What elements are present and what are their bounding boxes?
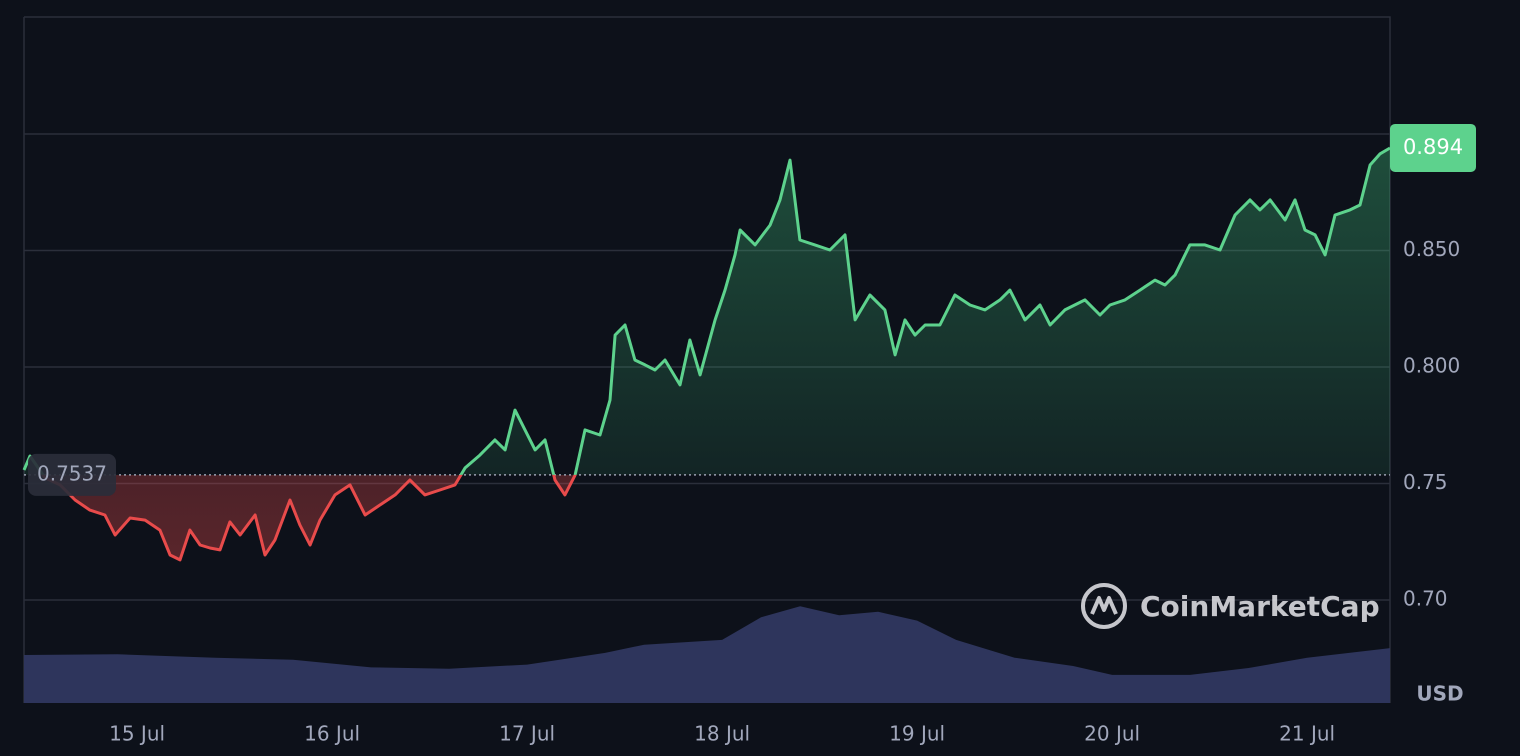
area-up [24,148,1390,475]
x-tick-label: 17 Jul [499,722,555,746]
last-price-box [1390,123,1476,172]
area-down [43,474,576,560]
last-price-label: 0.894 [1403,135,1463,159]
watermark-text: CoinMarketCap [1140,590,1380,623]
x-tick-label: 18 Jul [694,722,750,746]
y-tick-label: 0.75 [1403,470,1448,494]
price-line-up [22,146,1391,475]
watermark-logo-mark [1090,596,1118,615]
y-tick-label: 0.800 [1403,353,1460,377]
plot [22,146,1391,562]
unit-label: USD [1416,682,1463,706]
x-tick-label: 15 Jul [109,722,165,746]
volume-layer [24,606,1390,703]
volume-area [24,606,1390,703]
price-line-down [41,474,577,562]
x-tick-label: 20 Jul [1084,722,1140,746]
baseline-label-box [28,453,116,496]
y-tick-label: 0.70 [1403,587,1448,611]
x-tick-label: 21 Jul [1279,722,1335,746]
watermark: CoinMarketCap [1081,583,1380,629]
y-tick-label: 0.850 [1403,237,1460,261]
baseline-label: 0.7537 [37,461,107,485]
labels: 0.70 0.75 0.800 0.850 15 Jul 16 Jul 17 Jul 18 J… [28,123,1476,746]
x-tick-label: 16 Jul [304,722,360,746]
x-tick-label: 19 Jul [889,722,945,746]
watermark-logo [1081,583,1127,629]
